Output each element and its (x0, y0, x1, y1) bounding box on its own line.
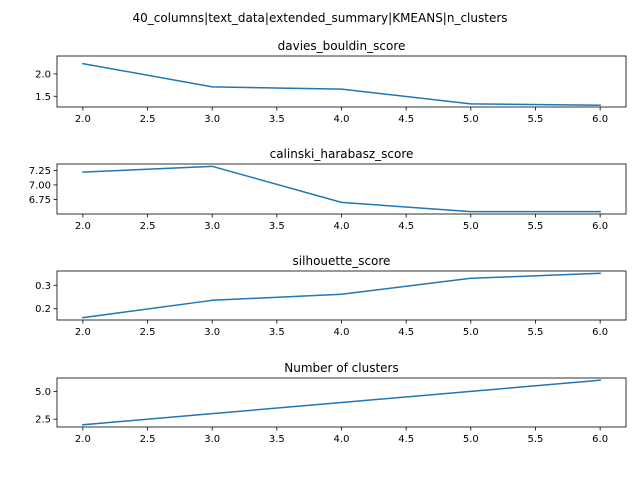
y-tick-label: 7.25 (29, 166, 51, 177)
x-tick-label: 2.5 (140, 221, 156, 232)
x-tick-label: 4.5 (398, 434, 414, 445)
axes-frame (56, 55, 627, 108)
x-tick-label: 3.0 (204, 221, 220, 232)
x-tick-label: 6.0 (592, 327, 608, 338)
x-tick-label: 5.5 (528, 221, 544, 232)
x-tick-label: 3.5 (269, 114, 285, 125)
x-tick-label: 2.0 (75, 221, 91, 232)
subplot-title: silhouette_score (293, 254, 391, 268)
x-tick-label: 5.0 (463, 221, 479, 232)
x-tick-label: 3.0 (204, 327, 220, 338)
x-tick-label: 4.0 (334, 434, 350, 445)
y-tick-label: 0.2 (35, 304, 51, 315)
x-tick-label: 5.5 (528, 114, 544, 125)
y-tick-label: 1.5 (35, 92, 51, 103)
subplot-2: calinski_harabasz_score 2.0 2.5 3.0 3.5 4.0 4.… (29, 147, 627, 232)
x-tick-label: 3.0 (204, 434, 220, 445)
x-tick-label: 3.5 (269, 221, 285, 232)
axes-frame (56, 377, 627, 428)
subplot-title: calinski_harabasz_score (270, 147, 414, 161)
x-tick-label: 5.5 (528, 327, 544, 338)
x-tick-label: 6.0 (592, 434, 608, 445)
x-tick-label: 4.5 (398, 221, 414, 232)
y-tick-label: 2.5 (35, 415, 51, 426)
x-tick-label: 5.0 (463, 114, 479, 125)
y-tick-label: 2.0 (35, 69, 51, 80)
y-tick-label: 7.00 (29, 180, 51, 191)
x-tick-label: 5.5 (528, 434, 544, 445)
x-tick-label: 2.0 (75, 114, 91, 125)
y-tick-label: 5.0 (35, 387, 51, 398)
y-tick-label: 6.75 (29, 195, 51, 206)
x-tick-label: 5.0 (463, 434, 479, 445)
subplot-title: Number of clusters (284, 361, 398, 375)
x-tick-label: 2.0 (75, 434, 91, 445)
x-tick-label: 6.0 (592, 114, 608, 125)
x-tick-label: 4.0 (334, 327, 350, 338)
figure-suptitle: 40_columns|text_data|extended_summary|KM… (132, 11, 507, 25)
series-line (82, 272, 601, 319)
x-tick-label: 3.0 (204, 114, 220, 125)
x-tick-label: 3.5 (269, 327, 285, 338)
x-tick-label: 5.0 (463, 327, 479, 338)
subplot-4: Number of clusters 2.0 2.5 3.0 3.5 4.0 4.5 5.0 5… (35, 361, 627, 445)
axes-frame (56, 270, 627, 321)
x-tick-label: 3.5 (269, 434, 285, 445)
x-tick-label: 4.5 (398, 114, 414, 125)
subplot-3: silhouette_score 2.0 2.5 3.0 3.5 4.0 4.5 5.0 5.5… (35, 254, 627, 338)
subplot-title: davies_bouldin_score (278, 39, 406, 53)
x-tick-label: 4.0 (334, 221, 350, 232)
x-tick-label: 2.5 (140, 434, 156, 445)
x-tick-label: 4.5 (398, 327, 414, 338)
x-tick-label: 2.5 (140, 327, 156, 338)
series-line (82, 379, 601, 426)
series-line (81, 62, 601, 106)
subplot-1: davies_bouldin_score 2.0 2.5 3.0 3.5 4.0 4.5 5.… (35, 39, 627, 125)
x-tick-label: 4.0 (334, 114, 350, 125)
axes-frame (56, 163, 627, 215)
x-tick-label: 2.0 (75, 327, 91, 338)
x-tick-label: 2.5 (140, 114, 156, 125)
y-tick-label: 0.3 (35, 281, 51, 292)
series-line (82, 165, 601, 213)
x-tick-label: 6.0 (592, 221, 608, 232)
subplots: davies_bouldin_score 2.0 2.5 3.0 3.5 4.0 4.5 5.… (29, 39, 627, 445)
